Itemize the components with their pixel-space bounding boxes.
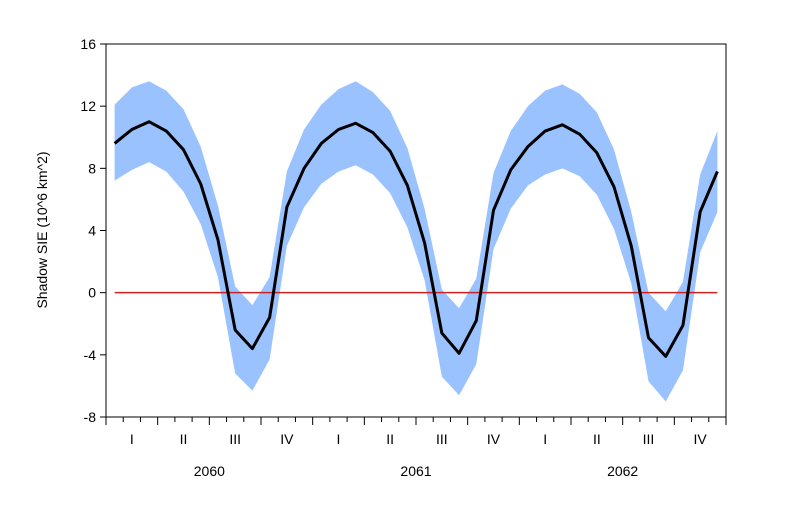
y-axis-label: Shadow SIE (10^6 km^2)	[34, 151, 50, 308]
y-tick-label: 16	[80, 36, 96, 52]
y-tick-label: 0	[88, 285, 96, 301]
quarter-label: IV	[694, 431, 708, 447]
quarter-label: II	[593, 431, 601, 447]
confidence-band-layer	[115, 81, 718, 401]
y-tick-label: -8	[84, 409, 97, 425]
quarter-label: I	[130, 431, 134, 447]
quarter-label: I	[543, 431, 547, 447]
quarter-label: I	[337, 431, 341, 447]
year-label: 2060	[194, 463, 225, 479]
y-tick-label: 12	[80, 98, 96, 114]
year-label: 2061	[400, 463, 431, 479]
quarter-label: III	[643, 431, 655, 447]
y-tick-label: 8	[88, 160, 96, 176]
y-tick-label: 4	[88, 223, 96, 239]
quarter-label: III	[436, 431, 448, 447]
quarter-label: IV	[280, 431, 294, 447]
quarter-label: II	[180, 431, 188, 447]
quarter-label: III	[229, 431, 241, 447]
quarter-label: IV	[487, 431, 501, 447]
year-label: 2062	[607, 463, 638, 479]
confidence-band	[115, 81, 718, 401]
quarter-label: II	[386, 431, 394, 447]
y-tick-label: -4	[84, 347, 97, 363]
y-axis: -8 -4 0 4 8 12 16	[80, 36, 106, 425]
